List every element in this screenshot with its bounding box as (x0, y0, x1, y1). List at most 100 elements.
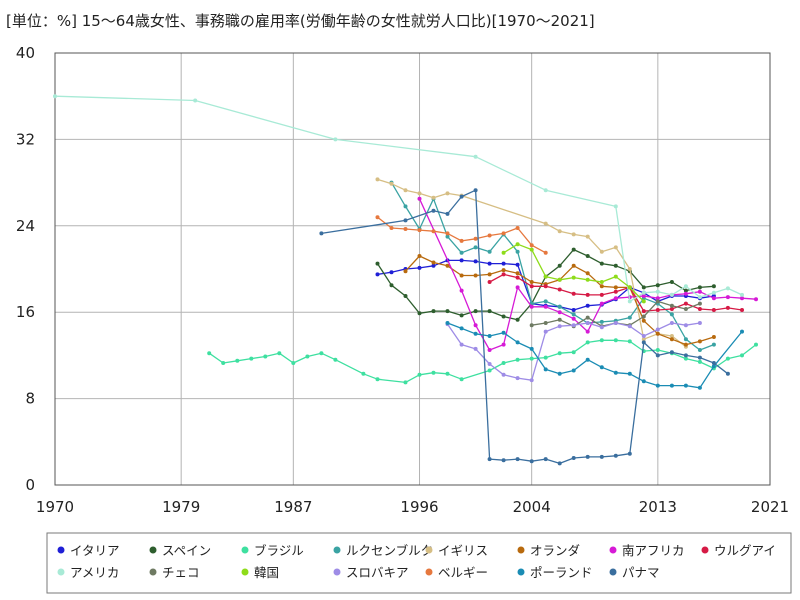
data-point (711, 308, 716, 312)
data-point (683, 301, 688, 306)
legend-marker (609, 568, 617, 576)
data-point (501, 458, 506, 463)
data-point (543, 274, 548, 279)
data-point (557, 324, 562, 329)
legend-item: スロバキア (333, 565, 409, 580)
data-point (193, 98, 198, 103)
data-point (459, 250, 464, 255)
data-point (697, 321, 702, 325)
data-point (417, 311, 422, 316)
data-point (473, 259, 478, 264)
data-point (473, 236, 478, 241)
data-point (725, 286, 730, 291)
legend-label: パナマ (622, 565, 660, 580)
data-point (557, 351, 562, 356)
x-tick-label: 2013 (639, 498, 677, 516)
data-point (655, 383, 660, 388)
data-point (459, 313, 464, 318)
data-point (445, 231, 450, 236)
data-point (697, 339, 702, 344)
data-point (389, 226, 394, 230)
data-point (459, 258, 464, 263)
legend-marker (241, 568, 249, 576)
legend-item: ポーランド (517, 565, 593, 580)
data-point (403, 294, 408, 298)
data-point (319, 351, 324, 356)
data-point (655, 348, 660, 352)
data-point (613, 296, 618, 301)
data-point (515, 376, 520, 381)
series-9 (53, 94, 744, 304)
data-point (627, 285, 632, 290)
data-point (487, 362, 492, 366)
data-point (487, 348, 492, 352)
legend-label: ベルギー (438, 565, 488, 580)
data-point (501, 250, 506, 255)
data-point (403, 188, 408, 193)
data-point (585, 234, 590, 239)
data-point (585, 454, 590, 459)
data-point (333, 357, 338, 362)
data-point (585, 271, 590, 276)
legend-marker (57, 546, 65, 554)
data-point (669, 334, 674, 338)
data-point (599, 280, 604, 284)
data-point (683, 291, 688, 296)
data-point (697, 385, 702, 390)
legend-marker (149, 546, 157, 554)
data-point (431, 370, 436, 375)
data-point (599, 301, 604, 306)
legend-marker (425, 568, 433, 576)
data-point (683, 383, 688, 388)
data-point (459, 326, 464, 331)
data-point (711, 290, 716, 295)
legend-marker (149, 568, 157, 576)
data-point (557, 263, 562, 268)
data-point (487, 457, 492, 462)
data-point (431, 263, 436, 268)
data-point (599, 325, 604, 330)
data-point (571, 263, 576, 268)
data-point (543, 329, 548, 334)
data-point (613, 321, 618, 325)
data-point (754, 342, 758, 347)
legend-item: 南アフリカ (609, 543, 685, 558)
series-line (321, 189, 729, 465)
data-point (515, 271, 520, 276)
data-point (740, 296, 744, 301)
data-point (501, 261, 506, 266)
data-point (403, 218, 408, 223)
data-point (557, 371, 562, 376)
data-point (725, 356, 730, 361)
data-point (571, 291, 576, 296)
series-line (208, 339, 757, 384)
data-point (740, 353, 744, 358)
data-point (221, 361, 226, 365)
data-point (501, 231, 506, 236)
data-point (361, 371, 366, 376)
data-point (669, 337, 674, 342)
x-tick-label: 1970 (36, 498, 74, 516)
data-point (487, 272, 492, 277)
data-point (740, 329, 744, 334)
series-line (377, 216, 547, 254)
data-point (417, 228, 422, 233)
data-point (585, 315, 590, 320)
data-point (585, 329, 590, 334)
legend-item: イギリス (425, 543, 488, 558)
data-point (711, 364, 716, 369)
data-point (431, 260, 436, 265)
data-point (501, 372, 506, 377)
data-point (417, 191, 422, 196)
data-point (403, 380, 408, 385)
y-tick-label: 40 (16, 44, 35, 62)
legend-label: オランダ (530, 543, 580, 558)
series-line (377, 178, 687, 348)
legend-item: ブラジル (241, 543, 304, 558)
data-point (754, 297, 758, 302)
data-point (669, 383, 674, 388)
data-point (543, 355, 548, 360)
data-point (403, 269, 408, 274)
data-point (669, 280, 674, 284)
series-12 (445, 321, 702, 383)
